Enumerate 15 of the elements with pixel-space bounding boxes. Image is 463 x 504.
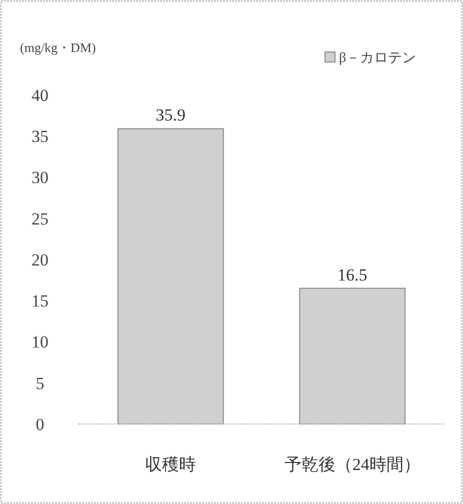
legend-label: β－カロテン [339, 51, 416, 66]
y-tick-label: 40 [32, 86, 48, 105]
y-axis-title: (mg/kg・DM) [20, 40, 96, 55]
y-tick-label: 30 [32, 168, 48, 188]
y-tick-label: 10 [32, 332, 48, 352]
x-tick-label: 予乾後（24時間） [284, 455, 420, 474]
y-tick-label: 15 [32, 292, 48, 311]
y-tick-label: 5 [36, 374, 44, 393]
y-tick-label: 20 [32, 250, 48, 270]
x-tick-label: 収穫時 [145, 455, 196, 474]
y-tick-label: 0 [36, 414, 44, 434]
y-tick-label: 25 [32, 209, 48, 228]
data-label: 35.9 [156, 106, 186, 125]
data-label: 16.5 [337, 265, 368, 284]
y-tick-label: 35 [32, 127, 48, 146]
